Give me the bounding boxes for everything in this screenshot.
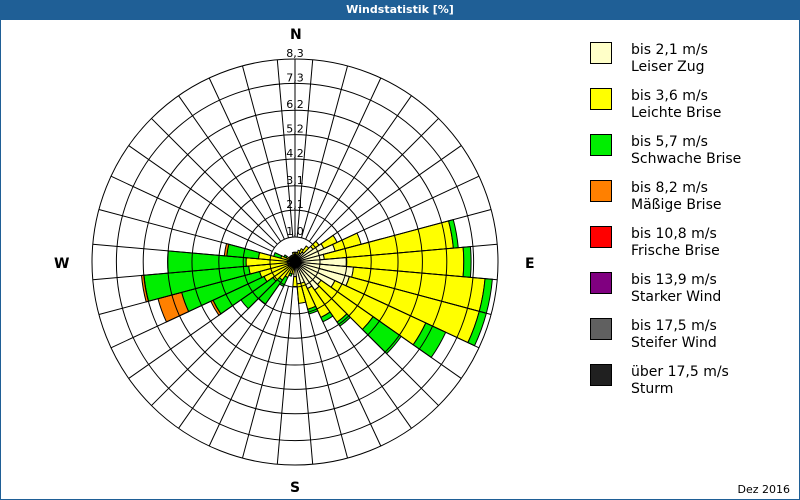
legend-swatch [590, 88, 612, 110]
sector-segment [462, 246, 472, 278]
ring-labels: 1,0 2,1 3,1 4,2 5,2 6,2 7,3 8,3 [286, 47, 304, 238]
legend-speed: bis 13,9 m/s [631, 272, 717, 288]
legend-name: Schwache Brise [631, 151, 742, 167]
grid-spoke [300, 286, 349, 459]
legend-swatch [590, 318, 612, 340]
legend-speed: bis 5,7 m/s [631, 134, 708, 150]
ring-label: 5,2 [286, 123, 304, 136]
legend-name: Steifer Wind [631, 335, 717, 351]
grid-spoke [315, 275, 462, 379]
calm-center [290, 257, 300, 267]
grid-spoke [128, 275, 275, 379]
grid-spoke [308, 282, 412, 429]
legend-speed: bis 8,2 m/s [631, 180, 708, 196]
grid-spoke [319, 263, 498, 281]
grid-spoke [208, 77, 285, 240]
grid-spoke [296, 59, 314, 238]
legend-swatch [590, 364, 612, 386]
wind-rose-chart: 1,0 2,1 3,1 4,2 5,2 6,2 7,3 8,3 [91, 47, 499, 466]
compass-south: S [290, 480, 301, 496]
grid-spoke [110, 175, 273, 252]
sector-segment [291, 251, 295, 256]
legend-speed: über 17,5 m/s [631, 364, 729, 380]
grid-spoke [319, 208, 492, 257]
ring-label: 7,3 [286, 71, 304, 84]
legend-name: Starker Wind [631, 289, 722, 305]
grid-spoke [319, 267, 492, 316]
grid-spoke [241, 65, 290, 238]
grid-spoke [296, 286, 314, 465]
grid-spoke [208, 284, 285, 447]
grid-spoke [178, 95, 282, 242]
legend-name: Mäßige Brise [631, 197, 722, 213]
grid-spoke [98, 208, 271, 257]
grid-spoke [305, 284, 382, 447]
legend-speed: bis 10,8 m/s [631, 226, 717, 242]
grid-spoke [317, 175, 480, 252]
grid-spoke [312, 118, 439, 245]
grid-spoke [276, 286, 294, 465]
legend-speed: bis 3,6 m/s [631, 88, 708, 104]
sector-segment [283, 254, 288, 259]
compass-north: N [290, 27, 302, 43]
grid-spoke [317, 272, 480, 349]
legend-swatch [590, 42, 612, 64]
ring-label: 1,0 [286, 225, 304, 238]
grid-spoke [128, 145, 275, 249]
ring-label: 8,3 [286, 47, 304, 60]
ring-label: 6,2 [286, 98, 304, 111]
legend-name: Sturm [631, 381, 674, 397]
grid-spoke [151, 279, 278, 406]
grid-spoke [276, 59, 294, 238]
legend-speed: bis 2,1 m/s [631, 42, 708, 58]
legend-name: Leiser Zug [631, 59, 705, 75]
ring-label: 4,2 [286, 147, 304, 160]
grid-spoke [92, 243, 271, 261]
sector-segment [273, 252, 283, 259]
grid-spoke [312, 279, 439, 406]
grid-spoke [241, 286, 290, 459]
compass-west: W [54, 256, 70, 272]
grid-spoke [151, 118, 278, 245]
grid-spoke [110, 272, 273, 349]
grid-spoke [315, 145, 462, 249]
period-label: Dez 2016 [737, 483, 790, 496]
legend-name: Frische Brise [631, 243, 720, 259]
ring-label: 3,1 [286, 174, 304, 187]
grid-spoke [305, 77, 382, 240]
ring-label: 2,1 [286, 198, 304, 211]
compass-east: E [525, 256, 535, 272]
grid-spoke [178, 282, 282, 429]
grid-spoke [300, 65, 349, 238]
grid-spoke [308, 95, 412, 242]
legend-name: Leichte Brise [631, 105, 722, 121]
polar-grid [91, 58, 499, 466]
grid-spoke [92, 263, 271, 281]
calm-dot [290, 257, 300, 267]
legend-speed: bis 17,5 m/s [631, 318, 717, 334]
sector-segment [292, 276, 298, 287]
legend-swatch [590, 180, 612, 202]
window-title: Windstatistik [%] [0, 0, 800, 20]
grid-spoke [98, 267, 271, 316]
legend-swatch [590, 272, 612, 294]
legend-swatch [590, 226, 612, 248]
grid-spoke [319, 243, 498, 261]
legend-swatch [590, 134, 612, 156]
